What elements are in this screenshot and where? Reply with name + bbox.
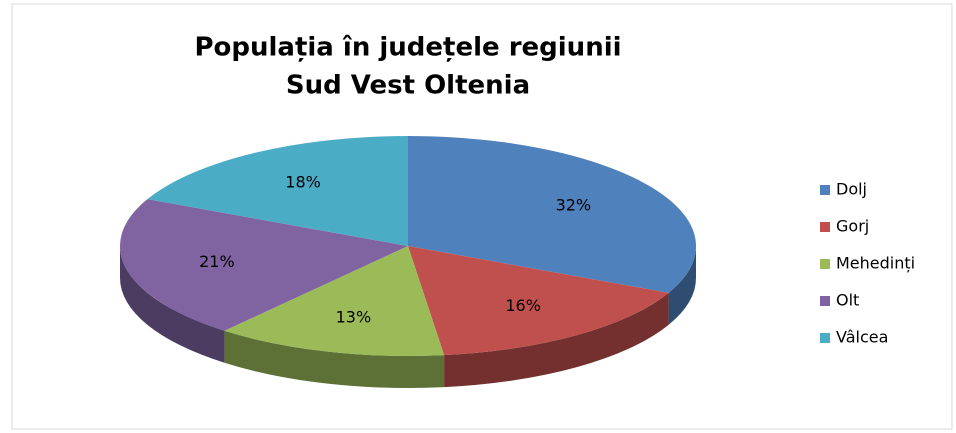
pie-slice [408, 136, 696, 293]
legend-swatch [820, 259, 830, 269]
pie-side [444, 292, 669, 388]
legend-label: Vâlcea [836, 328, 888, 347]
legend-label: Dolj [836, 180, 867, 199]
data-label: 16% [505, 296, 541, 315]
legend-swatch [820, 333, 830, 343]
legend-label: Olt [836, 291, 859, 310]
legend-swatch [820, 222, 830, 232]
legend-swatch [820, 185, 830, 195]
legend-label: Gorj [836, 217, 869, 236]
data-label: 32% [556, 195, 592, 214]
pie-slice [147, 136, 409, 246]
legend-label: Mehedinți [836, 254, 915, 273]
data-label: 18% [285, 172, 321, 191]
pie-slice [120, 199, 409, 331]
pie-side [224, 330, 445, 389]
pie-side [120, 246, 225, 363]
chart-title: Populația în județele regiunii [194, 33, 621, 63]
chart-title: Sud Vest Oltenia [286, 71, 530, 101]
pie-slice [408, 246, 669, 356]
data-label: 13% [336, 307, 372, 326]
pie-slice [224, 246, 445, 356]
legend-swatch [820, 296, 830, 306]
data-label: 21% [199, 252, 235, 271]
pie-side [668, 246, 696, 325]
